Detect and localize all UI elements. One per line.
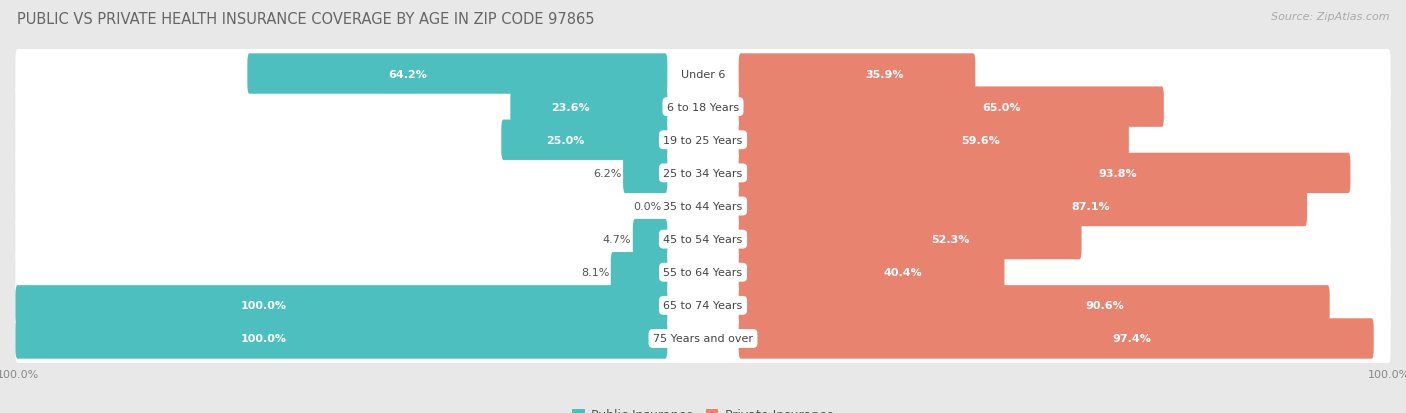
FancyBboxPatch shape	[738, 252, 1004, 293]
FancyBboxPatch shape	[610, 252, 668, 293]
FancyBboxPatch shape	[15, 314, 1391, 363]
FancyBboxPatch shape	[15, 50, 1391, 99]
Text: 90.6%: 90.6%	[1085, 301, 1123, 311]
Text: 6.2%: 6.2%	[593, 169, 621, 178]
FancyBboxPatch shape	[15, 182, 1391, 231]
Text: 65.0%: 65.0%	[983, 102, 1021, 112]
FancyBboxPatch shape	[15, 285, 668, 326]
FancyBboxPatch shape	[738, 120, 1129, 161]
Text: 35.9%: 35.9%	[866, 69, 904, 79]
Text: 23.6%: 23.6%	[551, 102, 591, 112]
Text: 97.4%: 97.4%	[1112, 334, 1152, 344]
Text: 25.0%: 25.0%	[546, 135, 583, 145]
FancyBboxPatch shape	[738, 219, 1081, 260]
Text: 65 to 74 Years: 65 to 74 Years	[664, 301, 742, 311]
FancyBboxPatch shape	[15, 215, 1391, 264]
FancyBboxPatch shape	[15, 318, 668, 359]
FancyBboxPatch shape	[633, 219, 668, 260]
Text: 100.0%: 100.0%	[240, 334, 287, 344]
FancyBboxPatch shape	[15, 83, 1391, 132]
Legend: Public Insurance, Private Insurance: Public Insurance, Private Insurance	[567, 404, 839, 413]
Text: 35 to 44 Years: 35 to 44 Years	[664, 202, 742, 211]
FancyBboxPatch shape	[738, 318, 1374, 359]
Text: 19 to 25 Years: 19 to 25 Years	[664, 135, 742, 145]
FancyBboxPatch shape	[247, 54, 668, 95]
Text: PUBLIC VS PRIVATE HEALTH INSURANCE COVERAGE BY AGE IN ZIP CODE 97865: PUBLIC VS PRIVATE HEALTH INSURANCE COVER…	[17, 12, 595, 27]
Text: 0.0%: 0.0%	[634, 202, 662, 211]
FancyBboxPatch shape	[15, 248, 1391, 297]
Text: 64.2%: 64.2%	[388, 69, 427, 79]
FancyBboxPatch shape	[623, 153, 668, 194]
Text: 75 Years and over: 75 Years and over	[652, 334, 754, 344]
FancyBboxPatch shape	[502, 120, 668, 161]
FancyBboxPatch shape	[15, 149, 1391, 198]
Text: 45 to 54 Years: 45 to 54 Years	[664, 235, 742, 244]
Text: Under 6: Under 6	[681, 69, 725, 79]
FancyBboxPatch shape	[738, 186, 1308, 227]
Text: 8.1%: 8.1%	[581, 268, 609, 278]
Text: 25 to 34 Years: 25 to 34 Years	[664, 169, 742, 178]
Text: Source: ZipAtlas.com: Source: ZipAtlas.com	[1271, 12, 1389, 22]
Text: 100.0%: 100.0%	[240, 301, 287, 311]
FancyBboxPatch shape	[510, 87, 668, 128]
Text: 59.6%: 59.6%	[960, 135, 1000, 145]
FancyBboxPatch shape	[738, 87, 1164, 128]
FancyBboxPatch shape	[738, 285, 1330, 326]
FancyBboxPatch shape	[15, 281, 1391, 330]
Text: 6 to 18 Years: 6 to 18 Years	[666, 102, 740, 112]
Text: 52.3%: 52.3%	[932, 235, 970, 244]
Text: 55 to 64 Years: 55 to 64 Years	[664, 268, 742, 278]
Text: 40.4%: 40.4%	[883, 268, 922, 278]
FancyBboxPatch shape	[738, 54, 976, 95]
FancyBboxPatch shape	[738, 153, 1350, 194]
FancyBboxPatch shape	[15, 116, 1391, 165]
Text: 87.1%: 87.1%	[1071, 202, 1109, 211]
Text: 93.8%: 93.8%	[1098, 169, 1137, 178]
Text: 4.7%: 4.7%	[603, 235, 631, 244]
